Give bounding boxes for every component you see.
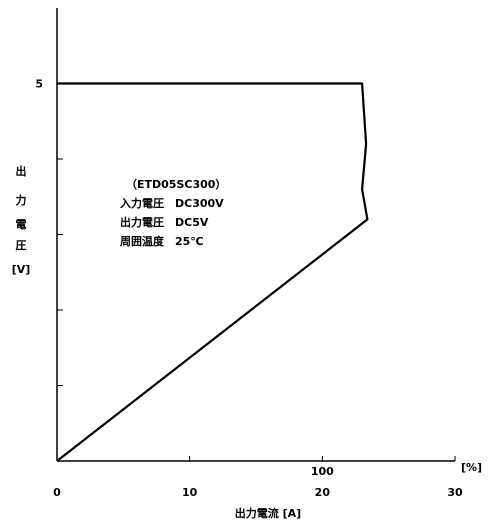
annotation-line: 入力電圧 DC300V xyxy=(120,196,224,210)
x-unit-label: [%] xyxy=(461,461,482,474)
y-axis-title-char: [V] xyxy=(12,263,31,276)
y-axis-title-char: 圧 xyxy=(16,239,27,252)
y-axis-title: 出力電圧 [V] xyxy=(12,164,31,276)
x-tick-label: 10 xyxy=(182,486,198,499)
annotation-line: 出力電圧 DC5V xyxy=(120,215,209,229)
tick-marks: 0 10 20 30 5 xyxy=(35,78,463,500)
labels-group: 100 [%] 出力電流 [A] xyxy=(235,461,482,520)
axes xyxy=(56,8,455,462)
x-tick-label: 20 xyxy=(315,486,331,499)
y-axis-title-char: 出 xyxy=(16,164,27,178)
y-tick-label: 5 xyxy=(35,78,43,91)
y-axis-title-char: 電 xyxy=(16,218,27,231)
x-percent-label: 100 xyxy=(311,465,334,478)
annotation-line: （ETD05SC300） xyxy=(126,178,226,191)
annotation-line: 周囲温度 25℃ xyxy=(120,234,204,248)
series-line xyxy=(56,82,369,462)
series-group xyxy=(56,82,369,462)
y-axis-title-char: 力 xyxy=(16,193,27,207)
annotation-block: （ETD05SC300） 入力電圧 DC300V 出力電圧 DC5V 周囲温度 25℃ xyxy=(120,178,226,248)
x-axis-title: 出力電流 [A] xyxy=(235,506,301,520)
x-tick-label: 30 xyxy=(447,486,463,499)
x-tick-label: 0 xyxy=(53,486,61,499)
